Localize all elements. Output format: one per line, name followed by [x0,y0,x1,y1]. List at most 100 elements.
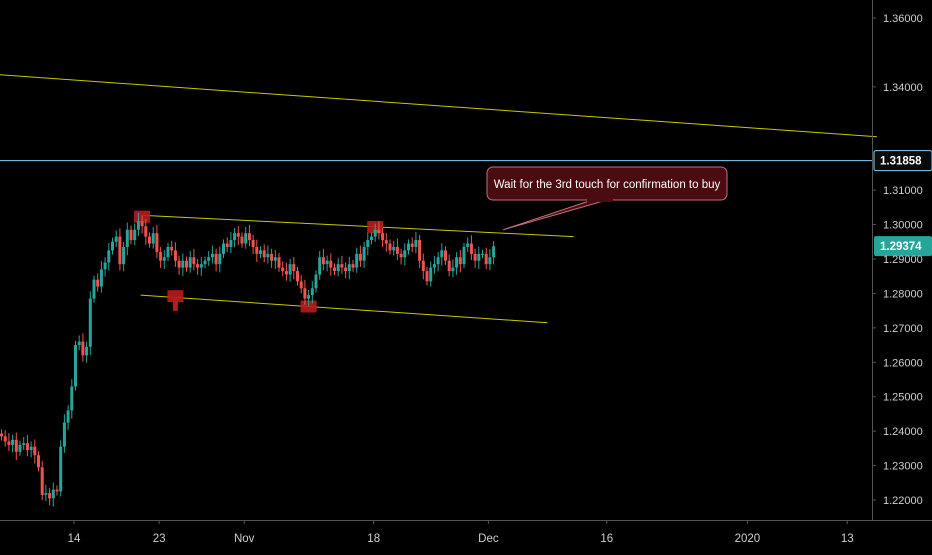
horizontal-level: 1.31858 1.29374 [0,150,932,257]
candle-down [0,433,3,437]
candle-down [155,233,159,253]
candle-down [196,264,200,268]
candle-up [366,240,370,247]
channel-top [140,214,574,238]
time-axis[interactable]: 14 23 Nov 18 Dec 16 2020 13 [0,520,932,545]
candle-down [214,253,218,265]
price-tick-label: 1.25000 [883,392,923,404]
channel-bottom [140,294,548,324]
level-badge-label: 1.31858 [880,156,922,168]
candle-up [188,257,192,268]
callout-join [587,198,613,202]
candle-down [358,253,362,261]
candle-up [392,246,396,251]
candle-down [240,236,244,244]
candle-up [432,264,436,268]
candle-down [40,467,44,495]
candle-down [399,253,403,258]
touch-marker-tail [172,296,178,311]
candle-up [492,246,496,258]
callout-annotation[interactable]: Wait for the 3rd touch for confirmation … [486,166,728,231]
trendlines [0,74,877,324]
candle-down [410,243,414,247]
candle-down [292,264,296,272]
touch-markers [134,210,384,313]
candle-down [96,279,100,287]
last-price-label: 1.29374 [880,241,922,253]
candle-up [103,262,107,270]
candle-down [395,246,399,254]
candle-down [170,246,174,251]
candle-down [255,246,259,254]
candle-up [199,264,203,268]
candle-up [288,264,292,275]
price-tick-label: 1.24000 [883,426,923,438]
candle-up [451,267,455,272]
candle-up [207,257,211,261]
candle-down [344,267,348,272]
candle-up [85,346,89,356]
candle-up [51,489,55,499]
candle-up [336,264,340,272]
level-badge [873,150,932,172]
candle-down [177,260,181,268]
callout-pointer [503,199,608,231]
candle-up [373,229,377,237]
candle-up [477,253,481,261]
time-tick-label: 16 [600,533,613,545]
candle-down [447,260,451,272]
candle-up [481,253,484,255]
callout-text: Wait for the 3rd touch for confirmation … [494,179,721,191]
candle-up [66,410,70,423]
candle-up [462,246,466,265]
price-tick-label: 1.26000 [883,357,923,369]
candle-down [14,439,18,452]
candle-down [329,260,333,268]
time-tick-label: 23 [153,533,166,545]
touch-marker [167,290,184,303]
candle-up [166,246,170,258]
price-tick-label: 1.31000 [883,185,923,197]
candle-down [444,250,447,261]
candle-up [310,288,314,296]
candle-up [203,260,207,265]
candle-up [229,240,233,247]
candle-down [458,257,462,265]
candle-down [388,243,392,251]
candle-down [144,226,148,237]
candle-up [133,229,137,241]
candle-down [185,260,188,268]
candle-down [48,493,52,499]
price-tick-label: 1.29000 [883,254,923,266]
candle-down [33,446,37,456]
candle-up [370,236,373,241]
candle-up [414,240,418,247]
price-axis[interactable]: 1.36000 1.34000 1.31000 1.30000 1.29000 1.280… [872,0,923,520]
time-tick-label: 18 [367,533,380,545]
candle-up [70,386,74,411]
time-tick-label: 14 [68,533,81,545]
candle-up [222,243,225,254]
candle-up [488,257,492,265]
candle-down [55,489,59,492]
candle-up [307,295,311,299]
last-price-badge [874,236,932,257]
long-trendline [0,74,877,138]
candle-down [473,253,477,261]
candle-up [22,443,26,445]
time-tick-label: Dec [478,533,499,545]
candle-down [321,257,325,265]
candle-down [236,233,240,237]
candle-up [362,246,366,261]
candle-up [403,250,407,258]
candle-down [25,443,29,451]
candle-down [421,260,425,272]
candle-up [18,444,22,452]
candles [0,212,496,507]
candle-up [429,267,433,282]
candle-up [210,253,214,258]
candle-down [340,264,344,268]
time-tick-label: 13 [841,533,854,545]
